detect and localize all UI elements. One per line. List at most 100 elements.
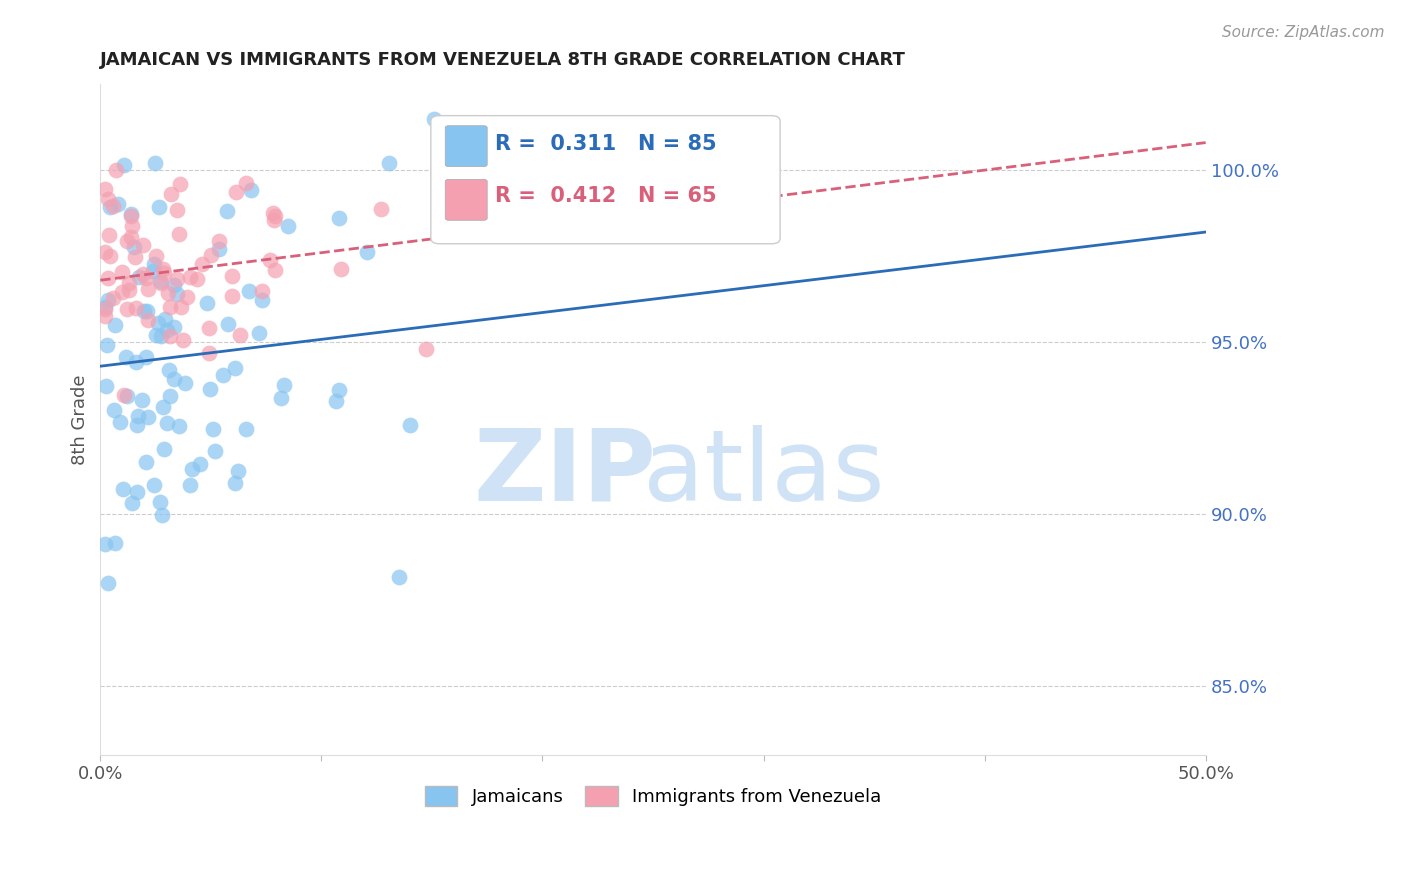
Point [169,418,191,433]
Point [97,293,120,308]
Point [235,176,257,190]
Point [97,193,120,207]
Point [135,350,157,364]
Point [328,211,350,226]
Point [103,402,125,417]
Point [259,252,281,267]
Point [179,269,201,284]
Point [142,257,165,271]
Point [128,269,150,284]
Point [121,219,143,233]
Point [94,379,117,393]
Text: Source: ZipAtlas.com: Source: ZipAtlas.com [1222,25,1385,40]
Point [152,400,174,414]
Point [111,264,134,278]
Point [252,293,274,307]
Text: atlas: atlas [643,425,884,522]
Point [166,287,188,301]
Point [423,112,446,126]
Point [415,342,437,356]
Point [179,477,201,491]
Point [108,415,131,429]
Point [163,278,186,293]
Point [167,227,190,241]
Point [105,163,128,178]
Point [163,319,186,334]
Point [378,156,401,170]
Point [174,376,197,391]
Point [157,363,180,377]
Point [191,257,214,271]
Point [204,444,226,458]
Point [97,575,120,590]
Point [399,418,422,433]
Point [262,206,284,220]
Point [270,391,292,405]
Point [468,205,491,219]
Point [155,417,177,431]
Point [190,457,212,471]
Point [125,301,148,315]
Point [208,243,231,257]
Point [104,535,127,549]
Point [172,334,194,348]
Point [235,422,257,436]
Point [145,327,167,342]
Point [125,485,148,500]
Text: R =  0.412   N = 65: R = 0.412 N = 65 [495,186,717,206]
Point [153,442,176,456]
Point [152,261,174,276]
Point [146,316,169,330]
Point [239,183,262,197]
Point [94,310,117,324]
Point [325,393,347,408]
Point [94,245,117,260]
Point [156,286,179,301]
Point [166,272,188,286]
Point [159,300,181,314]
Point [111,285,134,299]
Point [170,300,193,314]
Point [94,182,117,196]
Point [149,276,172,290]
Point [132,238,155,252]
Point [180,462,202,476]
Point [169,177,191,191]
Point [186,272,208,286]
Point [277,219,299,234]
Point [198,346,221,360]
Point [160,187,183,202]
Legend: Jamaicans, Immigrants from Venezuela: Jamaicans, Immigrants from Venezuela [418,779,889,813]
Point [122,240,145,254]
Point [94,537,117,551]
Point [127,409,149,424]
Point [200,248,222,262]
Point [131,267,153,281]
Point [112,482,135,496]
Point [115,302,138,317]
Point [356,244,378,259]
Point [197,321,219,335]
Point [250,284,273,298]
Point [115,350,138,364]
Point [115,389,138,403]
Point [135,304,157,318]
Point [149,495,172,509]
Point [135,455,157,469]
Point [221,268,243,283]
Point [94,301,117,316]
Point [329,261,352,276]
Point [112,388,135,402]
Point [224,476,246,491]
Point [112,159,135,173]
Point [118,283,141,297]
FancyBboxPatch shape [430,116,780,244]
Point [101,199,124,213]
Point [153,267,176,281]
Point [217,318,239,332]
Point [142,263,165,277]
Point [228,464,250,478]
Point [150,329,173,343]
Point [328,383,350,397]
Point [132,304,155,318]
